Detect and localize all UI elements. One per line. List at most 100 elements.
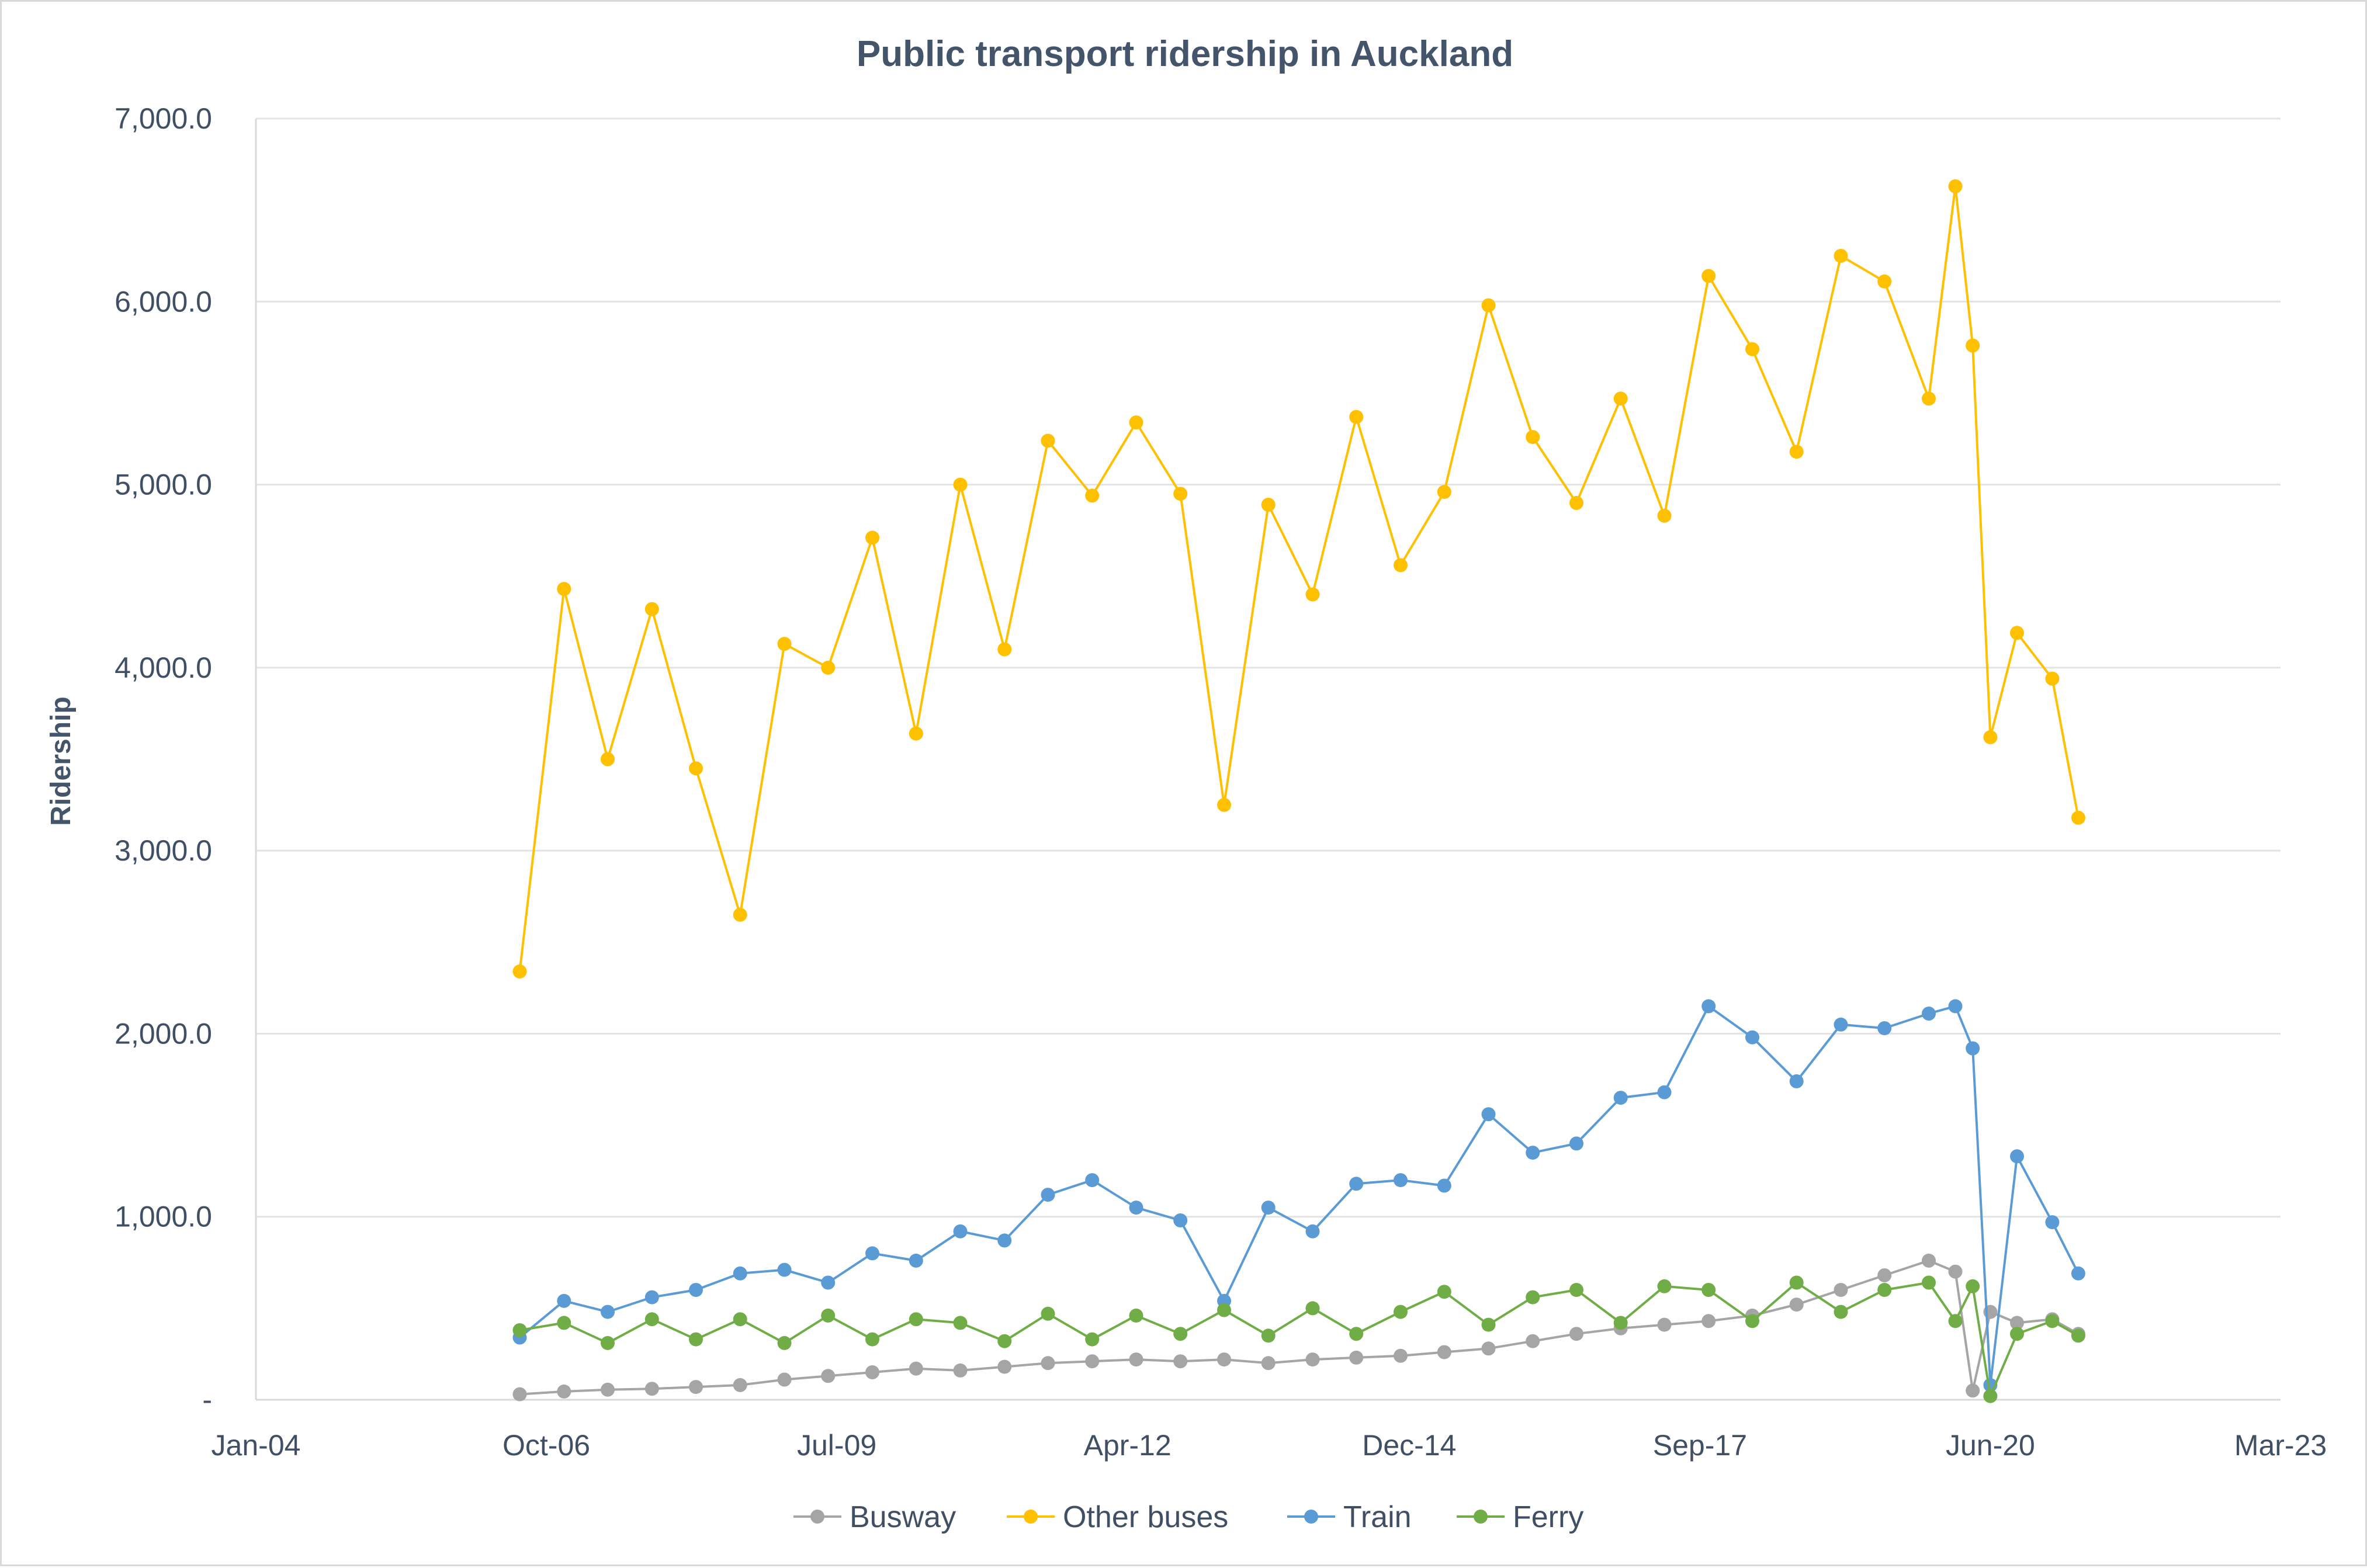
data-point-other-buses [557,582,571,596]
data-point-ferry [1394,1305,1408,1319]
legend-item-other-buses: Other buses [1007,1500,1228,1534]
data-point-other-buses [1173,487,1188,501]
data-point-other-buses [821,660,836,675]
data-point-ferry [1983,1389,1998,1403]
data-point-ferry [777,1335,792,1350]
data-point-ferry [1173,1327,1188,1341]
legend-swatch-marker [1474,1510,1488,1524]
data-point-other-buses [1349,410,1364,424]
data-point-other-buses [953,477,968,492]
x-tick-label: Apr-12 [1084,1429,1172,1462]
x-tick-label: Jun-20 [1946,1429,2035,1462]
data-point-ferry [1437,1285,1451,1299]
data-point-busway [1481,1341,1496,1356]
y-axis-ticks: - 1,000.0 2,000.0 3,000.0 4,000.0 5,000.0 6,00… [115,102,212,1416]
legend: Busway Other buses Train Ferry [793,1500,1583,1534]
chart-title: Public transport ridership in Auckland [857,34,1513,74]
data-point-busway [1129,1352,1143,1367]
data-point-other-buses [865,530,879,545]
data-point-busway [1261,1356,1276,1371]
y-tick-label: 2,000.0 [115,1017,212,1050]
data-point-busway [1948,1264,1963,1279]
data-point-train [1745,1030,1759,1045]
x-tick-label: Mar-23 [2234,1429,2327,1462]
data-point-busway [644,1382,659,1396]
data-point-ferry [601,1335,615,1350]
data-point-other-buses [1745,342,1759,356]
data-point-other-buses [1041,433,1055,448]
data-point-other-buses [1305,587,1320,602]
data-point-busway [865,1365,879,1379]
y-tick-label: 3,000.0 [115,834,212,867]
legend-label: Train [1343,1500,1412,1534]
data-point-train [1922,1007,1936,1021]
data-point-other-buses [909,726,923,741]
data-point-ferry [1966,1279,1980,1293]
data-point-train [644,1290,659,1305]
data-point-train [1789,1074,1804,1088]
data-point-ferry [1526,1290,1540,1305]
data-point-train [2045,1215,2060,1230]
data-point-other-buses [1948,179,1963,193]
data-point-busway [1657,1317,1672,1332]
data-point-busway [733,1378,747,1392]
data-point-busway [997,1359,1012,1374]
data-point-other-buses [1526,430,1540,445]
series-ferry [512,1275,2085,1403]
data-point-train [1085,1173,1100,1188]
legend-item-train: Train [1287,1500,1412,1534]
data-point-other-buses [1261,498,1276,512]
data-point-other-buses [601,752,615,766]
data-point-other-buses [689,761,703,776]
data-point-ferry [2045,1314,2060,1328]
data-point-other-buses [1437,485,1451,499]
legend-label: Other buses [1063,1500,1228,1534]
data-point-busway [512,1387,527,1402]
data-point-other-buses [1701,269,1716,283]
data-point-other-buses [733,907,747,922]
data-point-ferry [733,1312,747,1327]
data-point-other-buses [644,602,659,616]
data-point-ferry [1217,1303,1231,1317]
data-point-other-buses [1129,415,1143,430]
data-point-train [1966,1041,1980,1056]
data-point-ferry [644,1312,659,1327]
data-point-busway [909,1361,923,1376]
data-point-ferry [1085,1332,1100,1347]
data-point-other-buses [1394,558,1408,573]
data-point-train [1173,1213,1188,1227]
data-point-busway [953,1363,968,1378]
data-point-busway [1305,1352,1320,1367]
x-axis-ticks: Jan-04 Oct-06 Jul-09 Apr-12 Dec-14 Sep-17 Jun-… [212,1429,2327,1462]
data-point-train [1305,1224,1320,1239]
data-point-busway [1041,1356,1055,1371]
data-point-train [1481,1107,1496,1122]
data-point-ferry [1305,1301,1320,1316]
data-point-busway [689,1380,703,1394]
data-point-ferry [1129,1308,1143,1323]
data-point-ferry [1922,1275,1936,1290]
data-point-ferry [1613,1316,1628,1330]
data-point-train [1948,999,1963,1014]
data-point-other-buses [1569,495,1583,510]
data-point-other-buses [1481,298,1496,313]
data-point-ferry [1041,1306,1055,1321]
series-line-other-buses [518,185,2080,972]
data-point-busway [1173,1354,1188,1369]
data-point-busway [1569,1327,1583,1341]
data-point-busway [1085,1354,1100,1369]
data-point-train [1349,1177,1364,1191]
legend-swatch-marker [810,1510,824,1524]
data-point-ferry [1745,1314,1759,1328]
series-other-buses [512,179,2085,979]
x-tick-label: Jul-09 [797,1429,876,1462]
data-point-other-buses [1922,391,1936,406]
data-point-other-buses [512,964,527,979]
series-train [512,999,2085,1392]
data-point-ferry [1701,1283,1716,1297]
data-point-ferry [1657,1279,1672,1293]
data-point-busway [1217,1352,1231,1367]
data-point-busway [1922,1253,1936,1268]
legend-swatch-marker [1304,1510,1318,1524]
data-point-busway [1437,1345,1451,1359]
